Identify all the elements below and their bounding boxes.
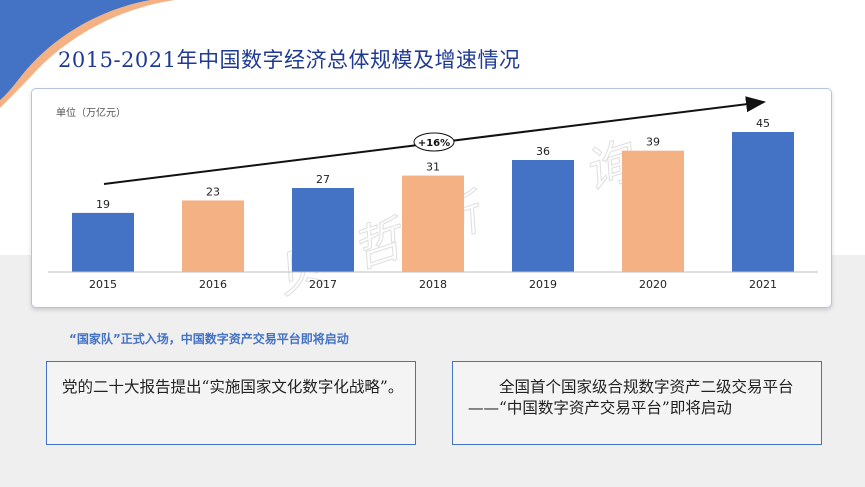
value-label-2015: 19 xyxy=(96,198,110,211)
x-tick-label-2021: 2021 xyxy=(749,278,777,291)
x-tick-label-2018: 2018 xyxy=(419,278,447,291)
bar-2020 xyxy=(622,150,684,272)
bar-2019 xyxy=(512,160,574,272)
bar-2021 xyxy=(732,132,794,272)
info-box-left-text: 党的二十大报告提出“实施国家文化数字化战略”。 xyxy=(62,378,404,396)
value-label-2016: 23 xyxy=(206,185,220,198)
bar-2017 xyxy=(292,188,354,272)
section-subheading: “国家队”正式入场，中国数字资产交易平台即将启动 xyxy=(69,332,349,346)
value-label-2017: 27 xyxy=(316,173,330,186)
bar-2018 xyxy=(402,175,464,272)
bar-2015 xyxy=(72,212,134,272)
bar-2016 xyxy=(182,200,244,272)
unit-label: 单位（万亿元） xyxy=(56,106,126,119)
growth-annotation: +16% xyxy=(413,132,455,152)
value-label-2020: 39 xyxy=(646,136,660,149)
x-tick-label-2017: 2017 xyxy=(309,278,337,291)
page-title: 2015-2021年中国数字经济总体规模及增速情况 xyxy=(58,48,521,72)
info-box-right: 全国首个国家级合规数字资产二级交易平台——“中国数字资产交易平台”即将启动 xyxy=(452,361,822,445)
value-label-2019: 36 xyxy=(536,145,550,158)
info-box-right-text: 全国首个国家级合规数字资产二级交易平台——“中国数字资产交易平台”即将启动 xyxy=(468,378,794,417)
value-label-2018: 31 xyxy=(426,161,440,174)
x-tick-label-2016: 2016 xyxy=(199,278,227,291)
x-tick-label-2019: 2019 xyxy=(529,278,557,291)
value-label-2021: 45 xyxy=(756,117,770,130)
info-box-left: 党的二十大报告提出“实施国家文化数字化战略”。 xyxy=(46,361,416,445)
x-tick-label-2020: 2020 xyxy=(639,278,667,291)
x-tick-label-2015: 2015 xyxy=(89,278,117,291)
corner-decoration xyxy=(0,0,175,108)
growth-annotation-label: +16% xyxy=(418,138,450,149)
growth-annotation-oval xyxy=(413,132,455,152)
